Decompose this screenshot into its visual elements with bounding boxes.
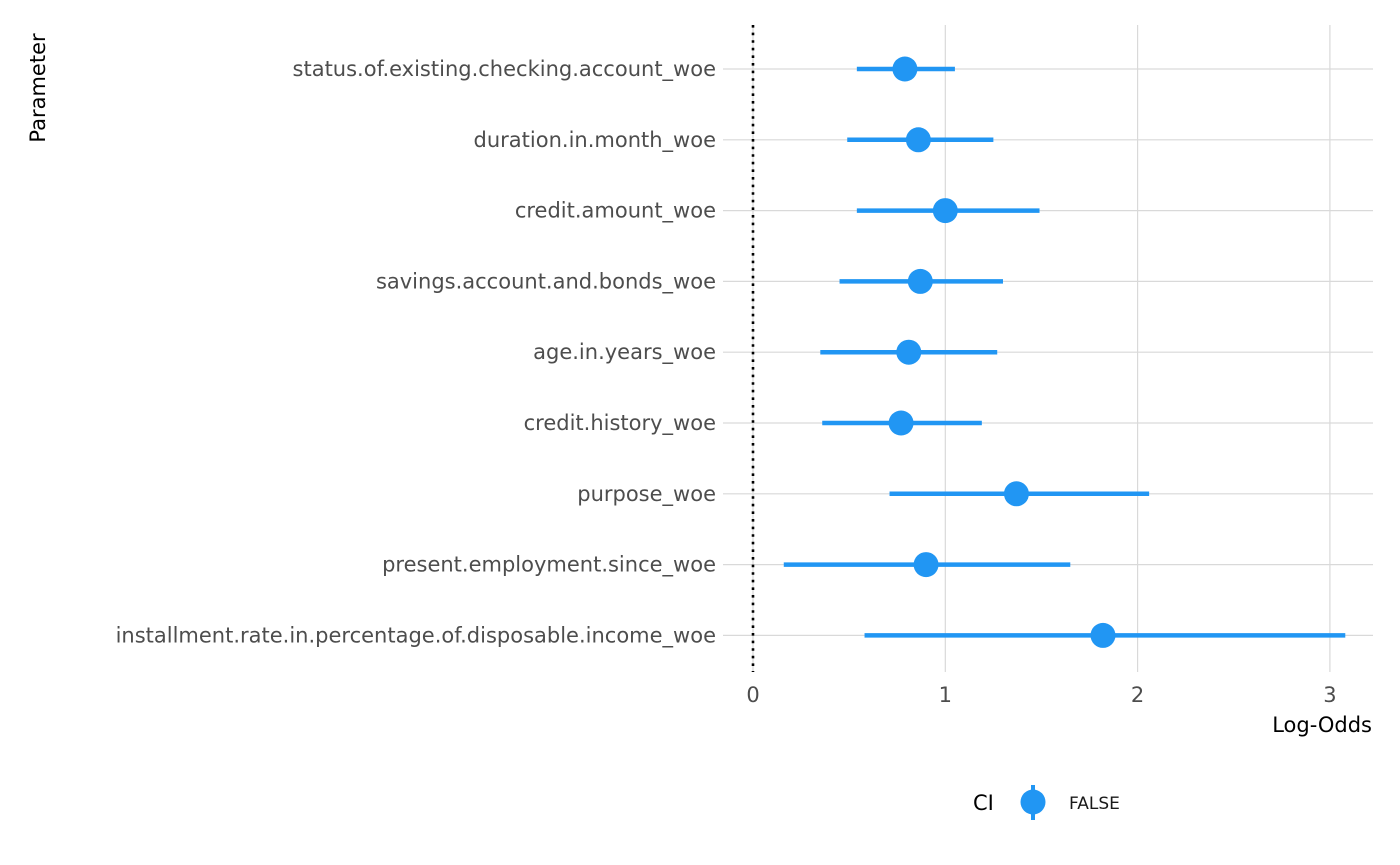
- x-tick-label-2: 2: [1131, 683, 1144, 707]
- y-axis-title: Parameter: [26, 33, 50, 143]
- estimate-point-2: [932, 198, 958, 224]
- parameter-label-3: savings.account.and.bonds_woe: [376, 269, 716, 294]
- x-axis-title: Log-Odds: [1272, 713, 1372, 737]
- x-tick-label-1: 1: [939, 683, 952, 707]
- parameter-labels: status.of.existing.checking.account_woed…: [116, 57, 716, 648]
- parameter-label-0: status.of.existing.checking.account_woe: [293, 57, 716, 82]
- estimate-point-4: [896, 339, 922, 365]
- parameter-label-8: installment.rate.in.percentage.of.dispos…: [116, 623, 716, 648]
- parameter-label-6: purpose_woe: [577, 482, 716, 507]
- estimate-point-8: [1090, 622, 1116, 648]
- legend: CI FALSE: [973, 785, 1120, 820]
- parameter-label-1: duration.in.month_woe: [474, 128, 716, 153]
- estimate-point-0: [892, 56, 918, 82]
- vertical-gridlines: [752, 25, 1331, 672]
- estimate-point-3: [907, 268, 933, 294]
- estimate-point-7: [913, 552, 939, 578]
- legend-label: FALSE: [1069, 794, 1120, 814]
- x-tick-label-0: 0: [746, 683, 759, 707]
- point-estimates: [888, 56, 1116, 648]
- estimate-point-6: [1003, 481, 1029, 507]
- estimate-point-1: [905, 127, 931, 153]
- x-tick-labels: 0 1 2 3: [746, 683, 1336, 707]
- parameter-label-7: present.employment.since_woe: [382, 553, 716, 578]
- x-tick-label-3: 3: [1323, 683, 1336, 707]
- legend-title: CI: [973, 791, 994, 815]
- estimate-point-5: [888, 410, 914, 436]
- parameter-label-4: age.in.years_woe: [533, 340, 716, 365]
- parameter-label-2: credit.amount_woe: [515, 199, 716, 224]
- parameter-label-5: credit.history_woe: [524, 411, 716, 436]
- legend-key-point: [1020, 789, 1046, 815]
